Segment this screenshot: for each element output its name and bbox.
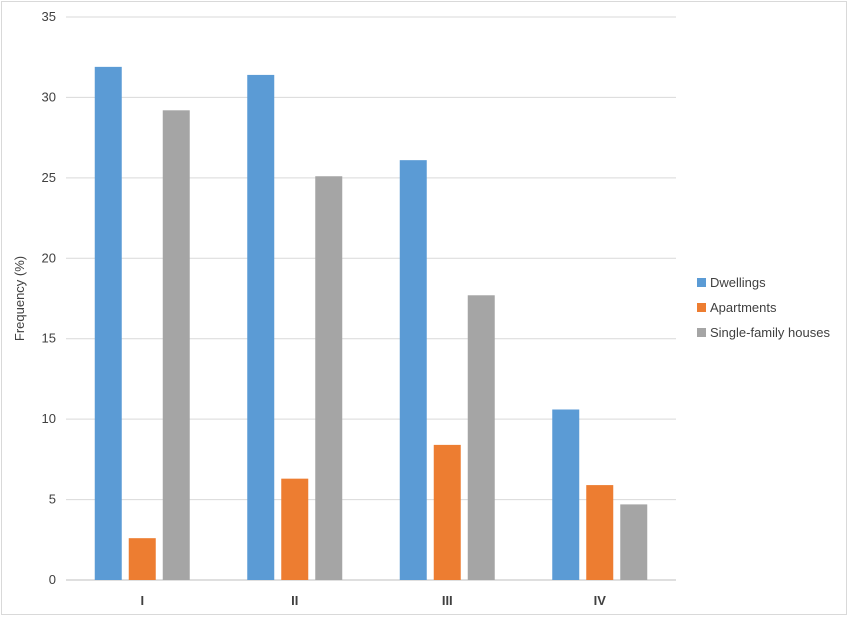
legend-label: Apartments [710,300,777,315]
bar-dwellings-iv[interactable] [552,409,580,580]
legend-swatch [697,278,706,287]
legend-item[interactable]: Apartments [697,300,777,315]
bar-apartments-i[interactable] [128,538,156,580]
x-category-label: IV [594,593,607,608]
x-category-label: II [291,593,298,608]
gridlines [66,16,676,581]
bar-single-family-houses-ii[interactable] [315,176,343,580]
bar-single-family-houses-i[interactable] [162,110,190,580]
bar-dwellings-i[interactable] [94,66,122,580]
legend-swatch [697,328,706,337]
bar-single-family-houses-iv[interactable] [620,504,648,580]
bars [94,66,648,581]
legend-swatch [697,303,706,312]
y-tick-label: 30 [42,89,56,104]
x-category-label: III [442,593,453,608]
y-tick-label: 15 [42,331,56,346]
bar-apartments-ii[interactable] [281,478,309,580]
bar-dwellings-iii[interactable] [399,160,427,581]
y-axis-tick-labels: 0 5 10 15 20 25 30 35 [42,9,56,587]
legend-item[interactable]: Dwellings [697,275,766,290]
bar-apartments-iv[interactable] [586,485,614,580]
bar-apartments-iii[interactable] [433,444,461,580]
bar-single-family-houses-iii[interactable] [467,295,495,580]
y-tick-label: 25 [42,170,56,185]
x-axis-category-labels: I II III IV [140,593,606,608]
y-tick-label: 20 [42,250,56,265]
legend-label: Single-family houses [710,325,830,340]
y-tick-label: 10 [42,411,56,426]
bar-dwellings-ii[interactable] [247,74,275,580]
x-category-label: I [140,593,144,608]
legend-item[interactable]: Single-family houses [697,325,830,340]
y-tick-label: 5 [49,492,56,507]
y-axis-title: Frequency (%) [12,256,27,341]
y-tick-label: 35 [42,9,56,24]
legend[interactable]: Dwellings Apartments Single-family houses [697,275,830,340]
legend-label: Dwellings [710,275,766,290]
y-tick-label: 0 [49,572,56,587]
